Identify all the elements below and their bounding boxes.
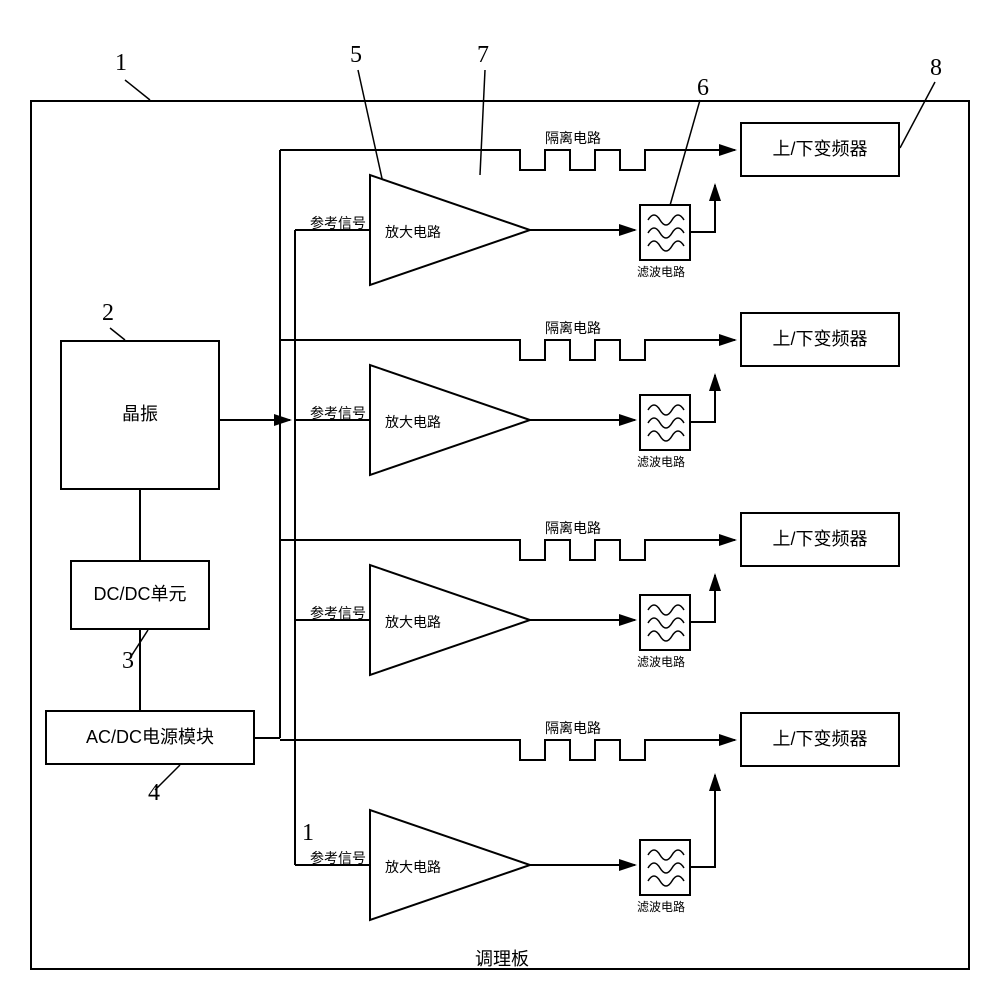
ref-2: 参考信号	[310, 403, 366, 423]
converter-4: 上/下变频器	[740, 712, 900, 767]
crystal-label: 晶振	[122, 403, 158, 426]
iso-3: 隔离电路	[545, 518, 601, 538]
iso-1: 隔离电路	[545, 128, 601, 148]
dcdc-block: DC/DC单元	[70, 560, 210, 630]
num-3: 3	[122, 648, 134, 675]
dcdc-label: DC/DC单元	[94, 583, 187, 606]
num-1-inner: 1	[302, 820, 314, 847]
converter-2: 上/下变频器	[740, 312, 900, 367]
filt-3: 滤波电路	[637, 653, 685, 670]
num-2: 2	[102, 300, 114, 327]
acdc-block: AC/DC电源模块	[45, 710, 255, 765]
num-6: 6	[697, 75, 709, 102]
converter-2-label: 上/下变频器	[772, 328, 867, 351]
num-5: 5	[350, 42, 362, 69]
num-7: 7	[477, 42, 489, 69]
num-8: 8	[930, 55, 942, 82]
ref-4: 参考信号	[310, 848, 366, 868]
converter-1: 上/下变频器	[740, 122, 900, 177]
converter-3-label: 上/下变频器	[772, 528, 867, 551]
num-1: 1	[115, 50, 127, 77]
num-4: 4	[148, 780, 160, 807]
filt-1: 滤波电路	[637, 263, 685, 280]
filt-4: 滤波电路	[637, 898, 685, 915]
ref-3: 参考信号	[310, 603, 366, 623]
iso-4: 隔离电路	[545, 718, 601, 738]
iso-2: 隔离电路	[545, 318, 601, 338]
board-label: 调理板	[475, 945, 529, 971]
acdc-label: AC/DC电源模块	[86, 726, 214, 749]
filt-2: 滤波电路	[637, 453, 685, 470]
converter-4-label: 上/下变频器	[772, 728, 867, 751]
converter-3: 上/下变频器	[740, 512, 900, 567]
converter-1-label: 上/下变频器	[772, 138, 867, 161]
ref-1: 参考信号	[310, 213, 366, 233]
crystal-block: 晶振	[60, 340, 220, 490]
